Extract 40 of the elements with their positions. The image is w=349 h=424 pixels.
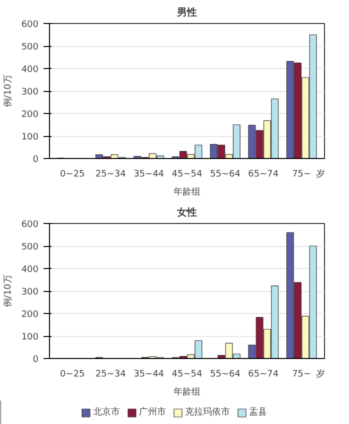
- y-tick-label: 500: [21, 242, 39, 252]
- y-tick-label: 0: [32, 355, 39, 365]
- text: 岁: [316, 168, 326, 180]
- x-tick-label: 45~54: [172, 370, 202, 380]
- y-tick-label: 500: [21, 42, 39, 52]
- y-tick-label: 600: [21, 220, 39, 230]
- y-tick-label: 200: [21, 110, 39, 120]
- y-axis-title: 例/10万: [2, 274, 14, 308]
- y-tick-label: 300: [21, 288, 39, 298]
- y-axis-title: 例/10万: [2, 74, 14, 108]
- y-tick-label: 200: [21, 310, 39, 320]
- legend-label: 北京市: [93, 406, 120, 418]
- text: 岁: [316, 368, 326, 380]
- chart-title: 女性: [176, 206, 197, 218]
- x-tick-label: 75~: [292, 370, 312, 380]
- y-tick-label: 600: [21, 20, 39, 30]
- x-tick-label: 55~64: [210, 170, 241, 180]
- x-tick-label: 55~64: [210, 370, 241, 380]
- x-tick-label: 25~34: [95, 370, 126, 380]
- y-tick-label: 400: [21, 65, 39, 75]
- y-tick-label: 100: [21, 132, 39, 142]
- x-axis-title: 年龄组: [174, 386, 200, 398]
- x-axis-title: 年龄组: [174, 186, 200, 198]
- x-tick-label: 35~44: [134, 370, 164, 380]
- legend-label: 克拉玛依市: [185, 406, 230, 418]
- y-tick-label: 400: [21, 265, 39, 275]
- legend-label: 盂县: [249, 406, 268, 418]
- x-tick-label: 0~25: [60, 370, 85, 380]
- y-tick-label: 0: [32, 155, 39, 165]
- y-tick-label: 300: [21, 88, 39, 98]
- x-tick-label: 35~44: [134, 170, 164, 180]
- legend-label: 广州市: [139, 406, 166, 418]
- x-tick-label: 65~74: [248, 370, 279, 380]
- x-tick-label: 0~25: [60, 170, 85, 180]
- x-tick-label: 65~74: [248, 170, 279, 180]
- x-tick-label: 45~54: [172, 170, 202, 180]
- y-tick-label: 100: [21, 332, 39, 342]
- chart-title: 男性: [176, 6, 197, 18]
- x-tick-label: 25~34: [95, 170, 126, 180]
- x-tick-label: 75~: [292, 170, 312, 180]
